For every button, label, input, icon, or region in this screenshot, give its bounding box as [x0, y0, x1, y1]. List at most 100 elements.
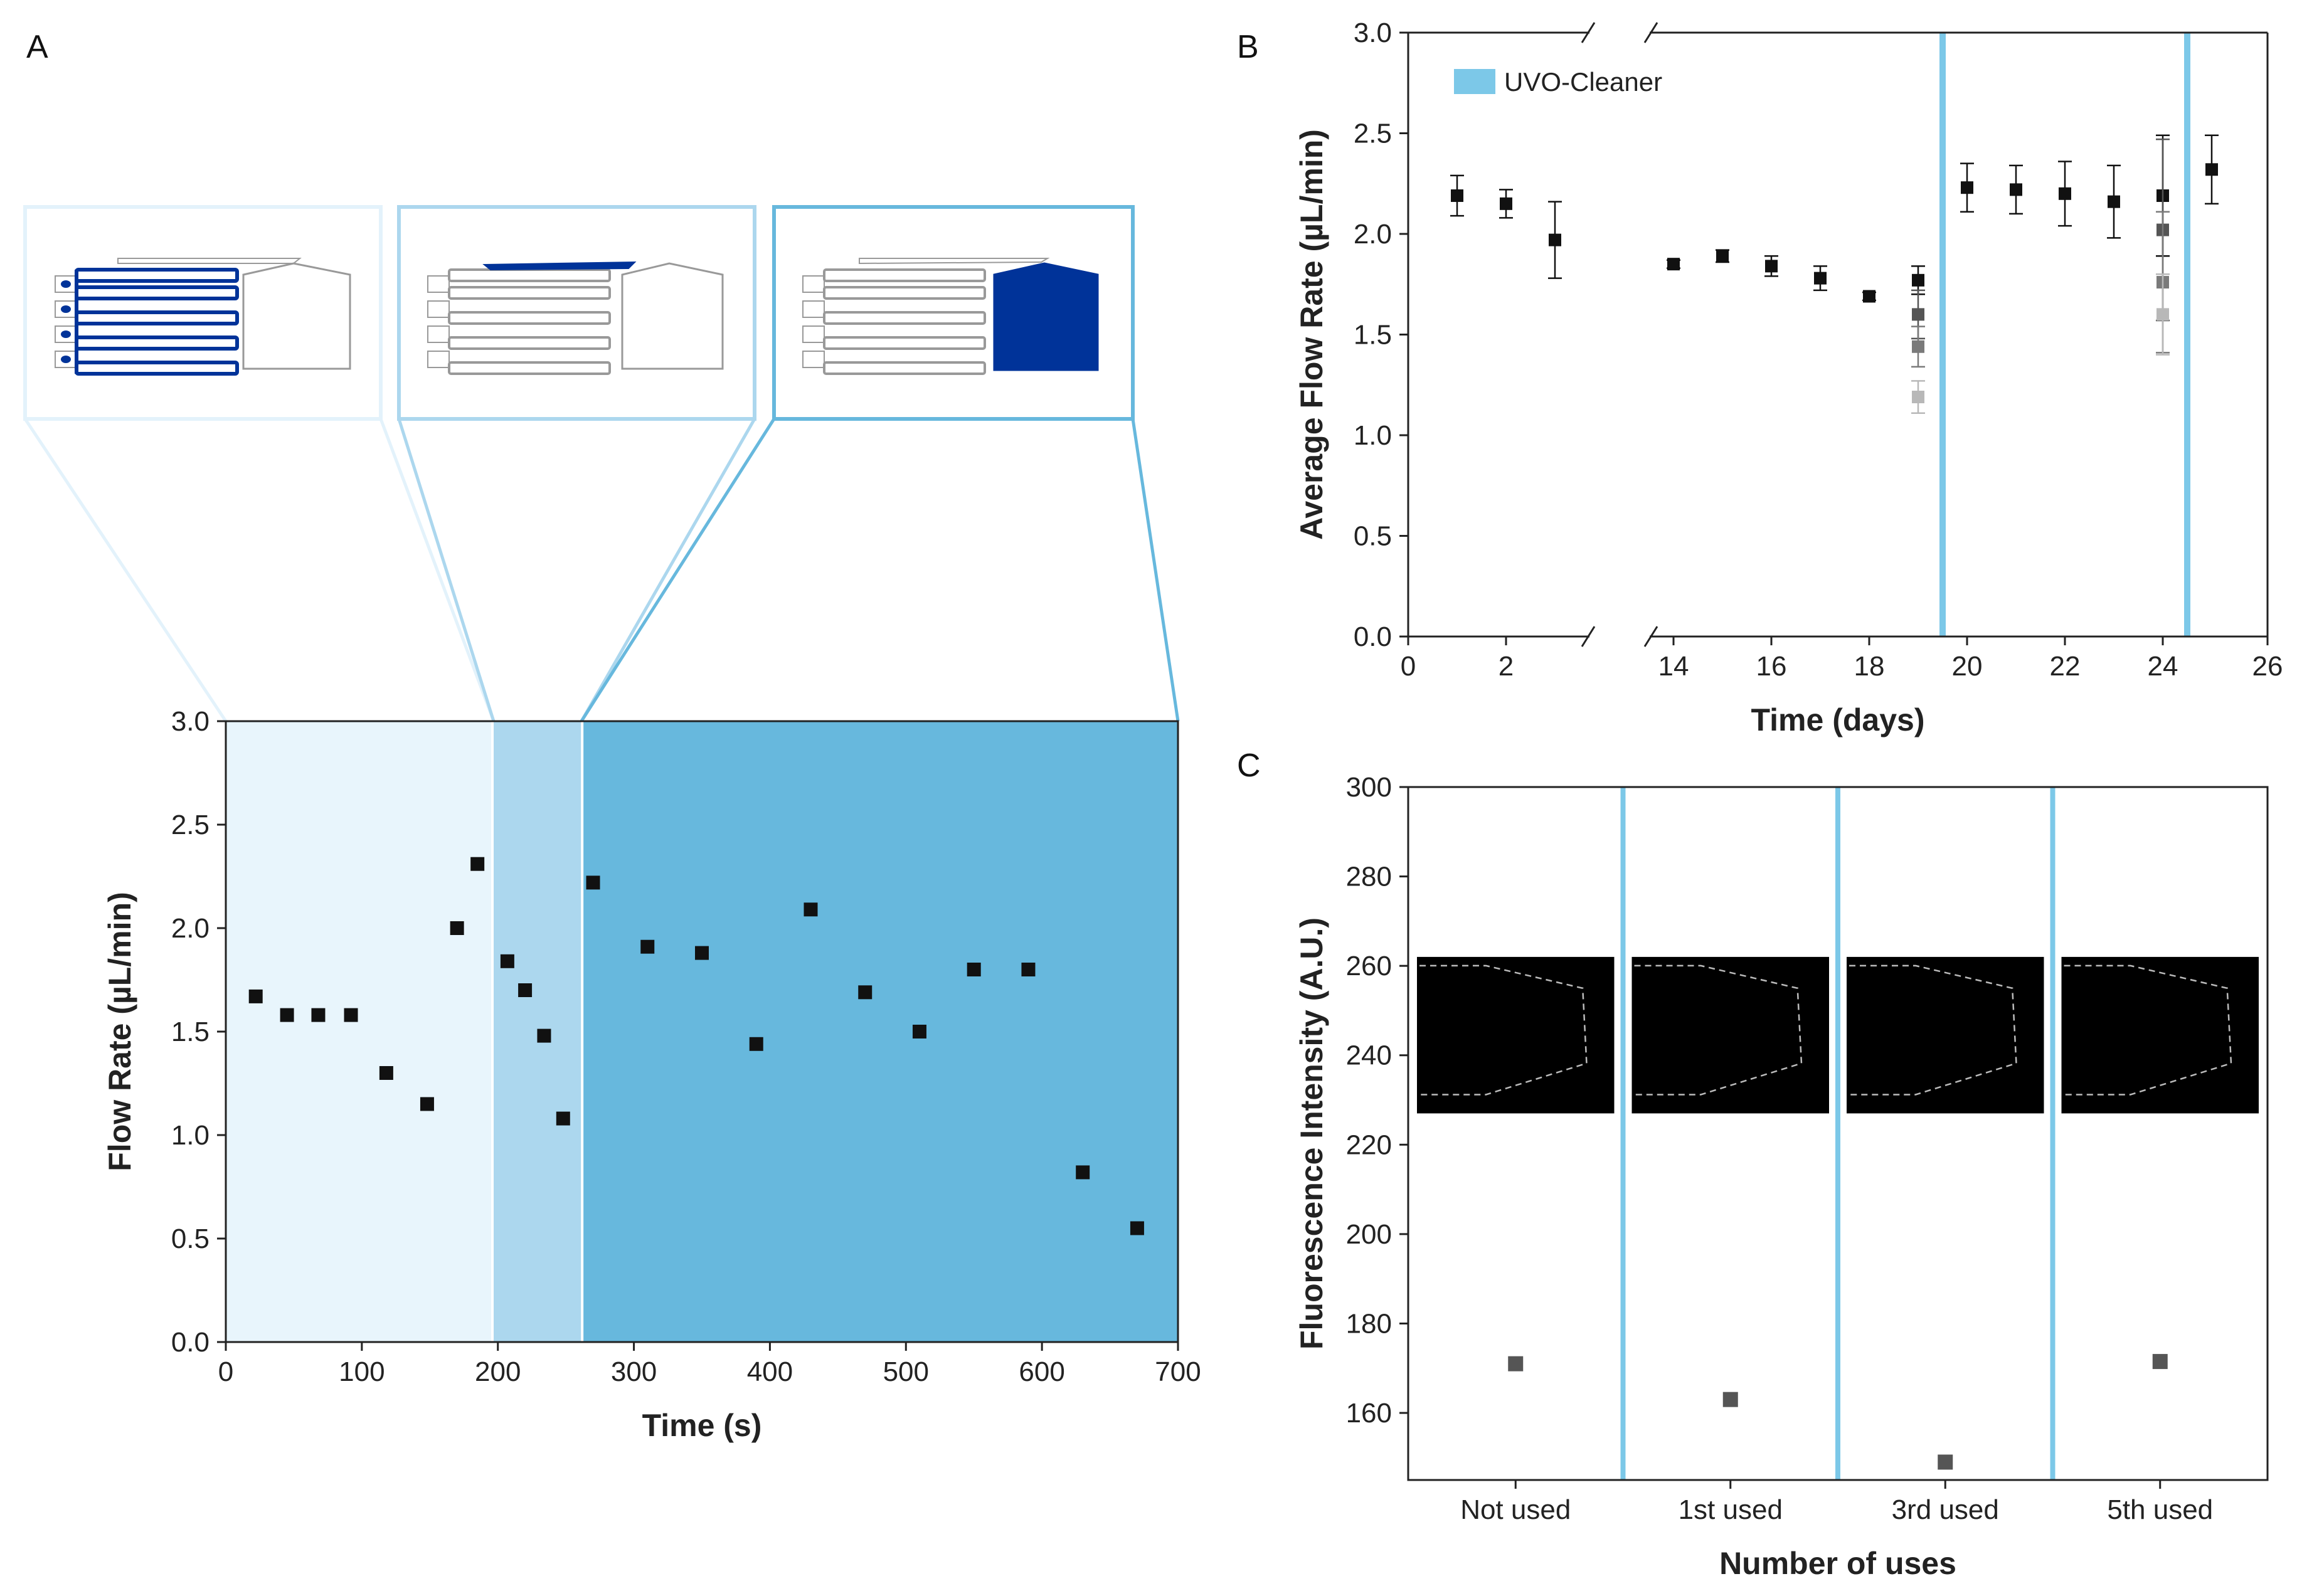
inlet-ports — [802, 275, 825, 368]
chart-a-x-axis-title: Time (s) — [642, 1408, 762, 1443]
x-tick-label: 100 — [339, 1356, 385, 1387]
x-tick-label: 2 — [1499, 651, 1514, 682]
y-tick-label: 1.0 — [171, 1120, 210, 1151]
y-tick-label: 160 — [1346, 1398, 1392, 1429]
y-tick-label: 300 — [1346, 772, 1392, 803]
data-point — [586, 875, 600, 890]
plot-frame — [1407, 786, 2269, 1481]
data-point — [1938, 1454, 1953, 1470]
chamber-outline — [1634, 964, 1803, 1096]
data-point — [804, 902, 818, 917]
x-tick-label: 24 — [2148, 651, 2178, 682]
chart-b-x-axis-title: Time (days) — [1751, 702, 1925, 737]
x-tick-label: 400 — [747, 1356, 793, 1387]
chart-c-y-axis-title: Fluorescence Intensity (A.U.) — [1294, 917, 1329, 1350]
chart-a-points — [248, 857, 1144, 1235]
chart-c-separators — [1620, 787, 2056, 1480]
data-point — [1765, 260, 1778, 273]
data-point — [1716, 250, 1729, 263]
data-point — [749, 1037, 763, 1051]
y-tick-label: 0.5 — [171, 1223, 210, 1254]
data-point — [2205, 163, 2218, 176]
data-point — [537, 1028, 551, 1043]
data-point — [858, 985, 873, 1000]
schematic-3 — [802, 258, 1099, 375]
data-point — [470, 857, 485, 871]
chart-b-y-axis-title: Average Flow Rate (µL/min) — [1294, 129, 1329, 540]
y-tick-label: 0.5 — [1354, 521, 1392, 552]
x-tick-label: 200 — [475, 1356, 521, 1387]
chamber-outline — [1419, 964, 1588, 1096]
y-tick-label: 1.5 — [1354, 320, 1392, 351]
data-point — [344, 1008, 358, 1022]
data-point — [2059, 187, 2071, 200]
fluorescence-image-background — [1847, 956, 2044, 1114]
panel-letter-a: A — [26, 29, 48, 65]
chamber-outline — [1849, 964, 2017, 1096]
y-tick-label: 240 — [1346, 1040, 1392, 1071]
data-point — [1722, 1392, 1738, 1407]
x-tick-label: 0 — [218, 1356, 233, 1387]
y-tick-label: 180 — [1346, 1308, 1392, 1339]
chart-b-uvo-lines — [1939, 33, 2190, 637]
data-point — [379, 1066, 393, 1080]
serpentine-channels — [823, 268, 986, 375]
y-tick-label: 0.0 — [1354, 621, 1392, 652]
axis-break-mark — [1581, 626, 1596, 647]
x-tick-label: 0 — [1401, 651, 1416, 682]
legend-swatch-uvo — [1454, 69, 1495, 94]
chart-a: 0 100 200 300 400 500 600 700 0.0 0.5 1.0 1.5 2.0 2.5… — [102, 706, 1201, 1443]
y-tick-label: 3.0 — [171, 706, 210, 737]
data-point — [1021, 963, 1036, 976]
fluorescence-image-background — [1417, 956, 1615, 1114]
chart-b-points — [1450, 134, 2219, 414]
phase-band-filling-chamber — [582, 721, 1178, 1342]
chart-c-fluorescence-images — [1417, 956, 2259, 1114]
data-point — [450, 921, 464, 935]
x-tick-label: 300 — [611, 1356, 657, 1387]
chart-b: 0 2 14 16 18 20 22 24 26 0.0 0.5 1.0 1.5 2.0 2.5 3.0 UV… — [1294, 18, 2283, 737]
data-point — [248, 989, 263, 1003]
fluorescence-image-background — [1631, 956, 1829, 1114]
data-point — [1076, 1165, 1090, 1180]
serpentine-channels — [75, 268, 239, 376]
data-point — [2108, 195, 2120, 208]
fluorescence-image — [1847, 956, 2044, 1114]
data-point — [967, 963, 981, 976]
panel-letter-b: B — [1237, 29, 1259, 65]
x-tick-label: 600 — [1019, 1356, 1064, 1387]
data-point — [518, 983, 533, 997]
zoom-connector-2 — [397, 418, 496, 722]
y-tick-label: 1.5 — [171, 1017, 210, 1047]
y-tick-label: 280 — [1346, 862, 1392, 892]
chart-b-axes: 0 2 14 16 18 20 22 24 26 0.0 0.5 1.0 1.5 2.0 2.5 3.0 — [1354, 18, 2283, 682]
chart-c-points — [1508, 1354, 2168, 1470]
data-point — [912, 1025, 926, 1038]
connector-channel — [859, 258, 1050, 265]
x-tick-label: 500 — [883, 1356, 929, 1387]
x-tick-label: 16 — [1756, 651, 1787, 682]
chamber — [242, 262, 351, 370]
x-tick-label: 26 — [2252, 651, 2283, 682]
data-point — [420, 1097, 434, 1111]
data-point — [1863, 290, 1875, 303]
data-point — [556, 1111, 570, 1126]
x-tick-label: 3rd used — [1892, 1494, 1999, 1525]
fluorescence-image — [1417, 956, 1615, 1114]
chamber-outline — [2064, 964, 2232, 1096]
data-point — [1130, 1221, 1144, 1235]
data-point — [311, 1008, 326, 1022]
chart-a-axes: 0 100 200 300 400 500 600 700 0.0 0.5 1.0 1.5 2.0 2.5… — [171, 706, 1201, 1387]
data-point — [695, 946, 709, 960]
data-point — [1667, 258, 1680, 271]
fluorescence-image-background — [2061, 956, 2259, 1114]
y-tick-label: 0.0 — [171, 1327, 210, 1358]
data-point — [1549, 233, 1561, 246]
zoom-connector-3 — [580, 418, 776, 722]
chamber-filled — [993, 262, 1099, 371]
inlet-ports — [427, 275, 450, 368]
device-schematics — [23, 205, 1180, 722]
data-point — [500, 954, 514, 968]
phase-band-filling-channels — [226, 721, 493, 1342]
